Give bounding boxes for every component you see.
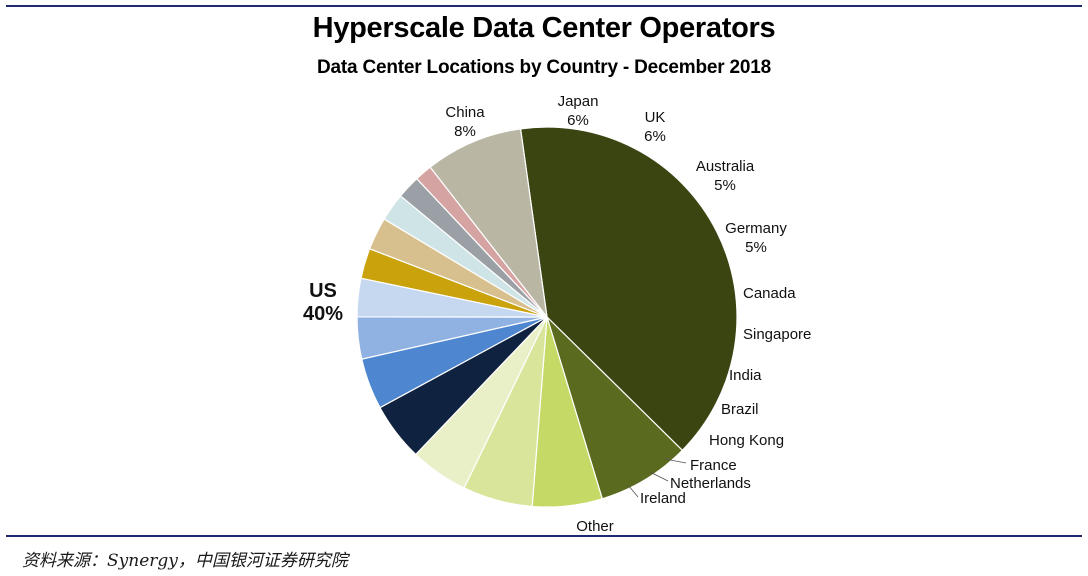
slice-name-france: France bbox=[690, 457, 737, 474]
slice-label-france: France bbox=[690, 457, 737, 474]
pie-slice-us bbox=[519, 126, 738, 452]
pie-slice-china bbox=[546, 316, 684, 500]
slice-label-australia: Australia 5% bbox=[696, 158, 755, 194]
slice-name-china: China bbox=[445, 104, 485, 121]
chart-subtitle: Data Center Locations by Country - Decem… bbox=[317, 57, 771, 78]
leader-line-france bbox=[664, 458, 687, 464]
slice-label-brazil: Brazil bbox=[721, 401, 759, 418]
leader-line-netherlands bbox=[649, 471, 669, 482]
pie-leader-lines bbox=[627, 458, 687, 498]
slice-label-germany: Germany 5% bbox=[725, 220, 787, 256]
source-note: 资料来源：Synergy，中国银河证券研究院 bbox=[22, 551, 348, 571]
slice-label-uk: UK 6% bbox=[644, 109, 666, 145]
slice-label-other: Other bbox=[576, 518, 614, 535]
slice-name-hong-kong: Hong Kong bbox=[709, 432, 784, 449]
pie-slices bbox=[356, 126, 738, 508]
leader-line-ireland bbox=[627, 484, 639, 498]
slice-label-china: China 8% bbox=[445, 104, 485, 140]
slice-name-netherlands: Netherlands bbox=[670, 475, 751, 492]
slice-value-us: 40% bbox=[303, 303, 343, 325]
pie-slice-other bbox=[429, 128, 548, 320]
bottom-rule bbox=[6, 535, 1082, 537]
slice-label-ireland: Ireland bbox=[640, 490, 686, 507]
slice-label-singapore: Singapore bbox=[743, 326, 811, 343]
slice-name-other: Other bbox=[576, 518, 614, 535]
slice-name-us: US bbox=[309, 280, 337, 302]
chart-title: Hyperscale Data Center Operators bbox=[312, 12, 776, 44]
slice-label-india: India bbox=[729, 367, 762, 384]
slice-name-uk: UK bbox=[645, 109, 666, 126]
slice-label-japan: Japan 6% bbox=[558, 93, 599, 129]
slice-name-brazil: Brazil bbox=[721, 401, 759, 418]
slice-value-australia: 5% bbox=[714, 177, 736, 194]
slice-name-india: India bbox=[729, 367, 762, 384]
slice-name-japan: Japan bbox=[558, 93, 599, 110]
pie-labels: US 40%China 8%Japan 6% UK 6%Australia 5%German… bbox=[303, 93, 811, 535]
slice-name-ireland: Ireland bbox=[640, 490, 686, 507]
slice-label-us: US 40% bbox=[303, 280, 343, 325]
slice-label-hong-kong: Hong Kong bbox=[709, 432, 784, 449]
slice-name-canada: Canada bbox=[743, 285, 796, 302]
slice-value-china: 8% bbox=[454, 123, 476, 140]
slice-label-canada: Canada bbox=[743, 285, 796, 302]
slice-name-germany: Germany bbox=[725, 220, 787, 237]
slice-value-uk: 6% bbox=[644, 128, 666, 145]
top-rule bbox=[6, 5, 1082, 7]
slice-value-japan: 6% bbox=[567, 112, 589, 129]
slice-name-singapore: Singapore bbox=[743, 326, 811, 343]
slice-name-australia: Australia bbox=[696, 158, 755, 175]
slice-label-netherlands: Netherlands bbox=[670, 475, 751, 492]
slice-value-germany: 5% bbox=[745, 239, 767, 256]
